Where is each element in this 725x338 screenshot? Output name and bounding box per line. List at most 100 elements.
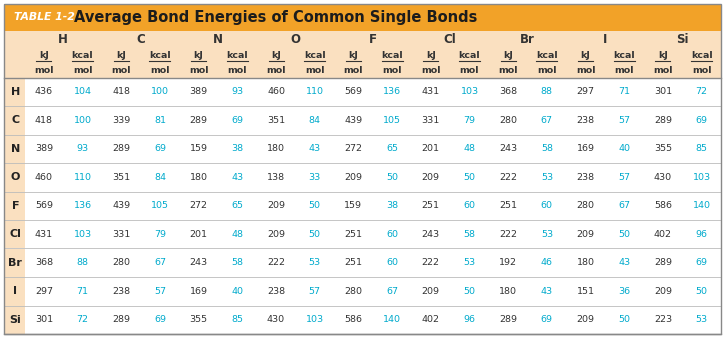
Text: 93: 93 (76, 144, 88, 153)
Text: 38: 38 (386, 201, 398, 210)
Text: 351: 351 (112, 173, 130, 182)
Text: 67: 67 (541, 116, 553, 125)
Text: 65: 65 (231, 201, 244, 210)
Text: Si: Si (9, 315, 21, 325)
Text: 289: 289 (654, 116, 672, 125)
Text: H: H (58, 33, 68, 46)
Text: 368: 368 (499, 87, 517, 96)
Text: 43: 43 (618, 258, 630, 267)
Bar (4, 248, 25, 277)
Text: C: C (136, 33, 145, 46)
Text: 180: 180 (576, 258, 594, 267)
Text: 57: 57 (154, 287, 166, 296)
Text: mol: mol (421, 66, 441, 75)
Text: 110: 110 (306, 87, 323, 96)
Text: 84: 84 (154, 173, 166, 182)
Text: 431: 431 (35, 230, 53, 239)
Text: 104: 104 (73, 87, 91, 96)
Text: 430: 430 (267, 315, 285, 324)
Text: 368: 368 (35, 258, 53, 267)
Text: 57: 57 (618, 173, 630, 182)
Text: O: O (290, 33, 300, 46)
Text: 418: 418 (112, 87, 130, 96)
Bar (4, 4, 721, 31)
Text: kcal: kcal (381, 51, 403, 60)
Text: 60: 60 (386, 230, 398, 239)
Text: 69: 69 (541, 315, 553, 324)
Text: 243: 243 (422, 230, 440, 239)
Text: 105: 105 (151, 201, 169, 210)
Text: 289: 289 (112, 315, 130, 324)
Text: 222: 222 (422, 258, 440, 267)
Text: 301: 301 (654, 87, 672, 96)
Text: kJ: kJ (349, 51, 358, 60)
Text: 50: 50 (618, 315, 630, 324)
Text: 50: 50 (386, 173, 398, 182)
Text: 100: 100 (73, 116, 91, 125)
Text: kJ: kJ (116, 51, 126, 60)
Text: 201: 201 (190, 230, 207, 239)
Text: kcal: kcal (691, 51, 713, 60)
Text: mol: mol (228, 66, 247, 75)
Text: 50: 50 (463, 173, 476, 182)
Text: kJ: kJ (658, 51, 668, 60)
Text: 103: 103 (73, 230, 91, 239)
Text: 88: 88 (77, 258, 88, 267)
Text: 71: 71 (618, 87, 630, 96)
Text: 251: 251 (344, 258, 362, 267)
Text: 40: 40 (231, 287, 244, 296)
Text: 96: 96 (463, 315, 476, 324)
Text: 436: 436 (35, 87, 53, 96)
Text: kcal: kcal (304, 51, 326, 60)
Text: 69: 69 (154, 144, 166, 153)
Text: 65: 65 (386, 144, 398, 153)
Text: 105: 105 (383, 116, 401, 125)
Text: 38: 38 (231, 144, 244, 153)
Text: 331: 331 (422, 116, 440, 125)
Text: 67: 67 (154, 258, 166, 267)
Text: 209: 209 (267, 230, 285, 239)
Text: 43: 43 (231, 173, 244, 182)
Text: mol: mol (305, 66, 325, 75)
Text: 53: 53 (541, 230, 553, 239)
Text: 586: 586 (344, 315, 362, 324)
Text: kJ: kJ (194, 51, 204, 60)
Text: 351: 351 (267, 116, 285, 125)
Text: mol: mol (266, 66, 286, 75)
Text: 169: 169 (190, 287, 207, 296)
Text: 586: 586 (654, 201, 672, 210)
Text: Average Bond Energies of Common Single Bonds: Average Bond Energies of Common Single B… (74, 10, 477, 25)
Text: kJ: kJ (39, 51, 49, 60)
Text: 339: 339 (112, 116, 130, 125)
Text: 460: 460 (35, 173, 53, 182)
Text: 58: 58 (231, 258, 244, 267)
Text: mol: mol (615, 66, 634, 75)
Text: 355: 355 (189, 315, 207, 324)
Text: I: I (13, 286, 17, 296)
Text: 180: 180 (190, 173, 207, 182)
Text: 280: 280 (576, 201, 594, 210)
Text: 272: 272 (344, 144, 362, 153)
Text: 460: 460 (267, 87, 285, 96)
Bar (4, 135, 25, 163)
Text: 136: 136 (383, 87, 401, 96)
Text: 243: 243 (189, 258, 207, 267)
Text: 43: 43 (541, 287, 553, 296)
Text: 84: 84 (309, 116, 320, 125)
Text: 223: 223 (654, 315, 672, 324)
Text: mol: mol (112, 66, 131, 75)
Text: 209: 209 (654, 287, 672, 296)
Text: 289: 289 (500, 315, 517, 324)
Text: 69: 69 (696, 258, 708, 267)
Text: 251: 251 (422, 201, 440, 210)
Text: 238: 238 (576, 173, 594, 182)
Text: F: F (12, 201, 19, 211)
Bar (4, 163, 25, 192)
Text: mol: mol (576, 66, 595, 75)
Text: 192: 192 (500, 258, 517, 267)
Text: 402: 402 (654, 230, 672, 239)
Text: 301: 301 (35, 315, 53, 324)
Text: 60: 60 (386, 258, 398, 267)
Text: 57: 57 (309, 287, 320, 296)
Text: 251: 251 (344, 230, 362, 239)
